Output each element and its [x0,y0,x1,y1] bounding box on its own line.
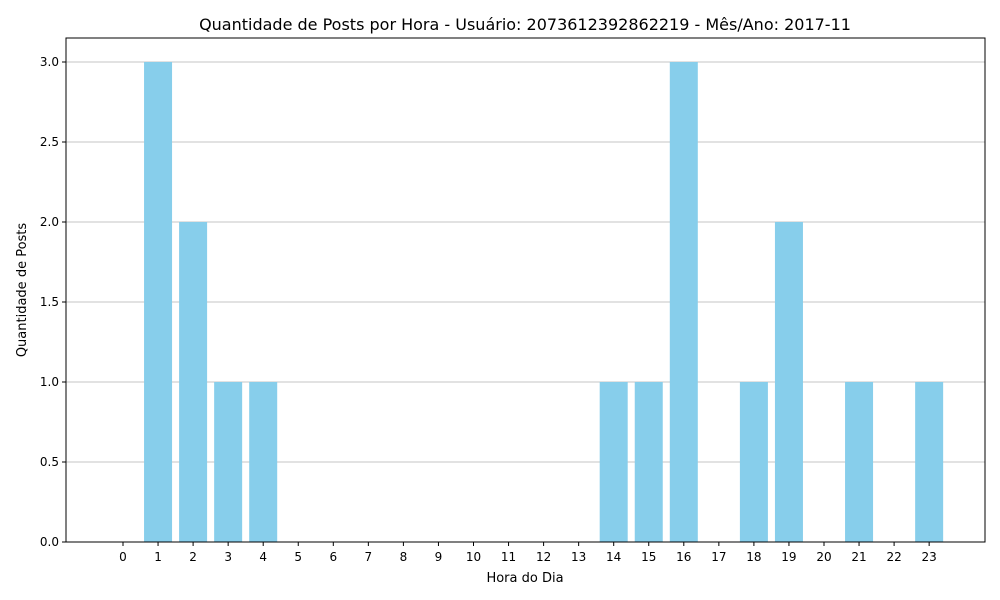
chart-title: Quantidade de Posts por Hora - Usuário: … [199,15,851,34]
x-tick-label: 21 [851,550,866,564]
bar-hour-23 [915,382,944,542]
bar-hour-15 [634,382,663,542]
bar-hour-14 [599,382,628,542]
x-tick-label: 3 [224,550,232,564]
x-tick-label: 15 [641,550,656,564]
x-tick-label: 1 [154,550,162,564]
bar-hour-2 [179,222,208,542]
x-tick-label: 4 [259,550,267,564]
y-tick-label: 1.5 [40,295,59,309]
x-tick-label: 20 [816,550,831,564]
x-tick-label: 5 [294,550,302,564]
bar-hour-4 [249,382,278,542]
y-tick-label: 3.0 [40,55,59,69]
y-tick-label: 0.5 [40,455,59,469]
plot-area-frame [65,37,986,543]
y-tick-label: 1.0 [40,375,59,389]
bar-hour-3 [214,382,243,542]
x-tick-label: 0 [119,550,127,564]
x-tick-label: 9 [435,550,443,564]
bar-hour-21 [845,382,874,542]
x-tick-label: 16 [676,550,691,564]
x-tick-label: 7 [365,550,373,564]
x-tick-label: 18 [746,550,761,564]
x-tick-label: 10 [466,550,481,564]
x-tick-label: 13 [571,550,586,564]
bar-hour-18 [739,382,768,542]
x-tick-label: 23 [922,550,937,564]
y-tick-label: 0.0 [40,535,59,549]
bars [144,62,944,542]
bar-hour-19 [774,222,803,542]
x-tick-label: 19 [781,550,796,564]
x-axis-ticks: 0 1 2 3 4 5 6 7 8 9 10 11 12 13 14 15 16 17 18 19 20 21 22 23 [119,542,937,564]
x-tick-label: 2 [189,550,197,564]
x-tick-label: 8 [400,550,408,564]
x-tick-label: 6 [329,550,337,564]
x-tick-label: 14 [606,550,621,564]
y-tick-label: 2.0 [40,215,59,229]
bar-hour-1 [144,62,173,542]
bar-hour-16 [669,62,698,542]
x-tick-label: 17 [711,550,726,564]
x-tick-label: 22 [886,550,901,564]
x-tick-label: 11 [501,550,516,564]
x-tick-label: 12 [536,550,551,564]
y-axis-label: Quantidade de Posts [15,223,30,358]
y-axis-ticks: 0.0 0.5 1.0 1.5 2.0 2.5 3.0 [40,55,66,549]
y-tick-label: 2.5 [40,135,59,149]
x-axis-label: Hora do Dia [486,571,563,586]
